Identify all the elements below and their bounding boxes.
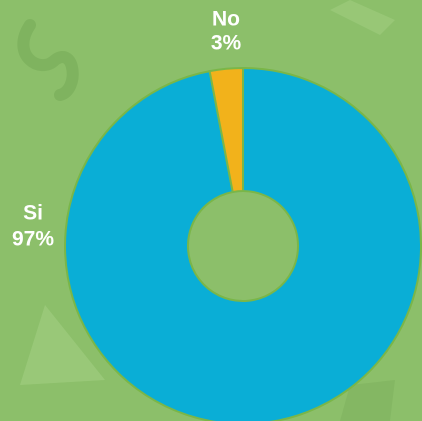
donut xyxy=(64,66,422,421)
decor-triangle xyxy=(20,305,105,385)
value-label: 97% xyxy=(12,228,54,251)
labels: Si 97% No3% xyxy=(12,8,242,251)
decor-shape xyxy=(340,380,395,421)
value-label: 3% xyxy=(211,32,242,55)
slice xyxy=(64,66,422,421)
category-label: No xyxy=(212,8,240,31)
category-label: Si xyxy=(23,202,43,225)
decor-shape xyxy=(330,0,395,35)
decor-squiggle xyxy=(17,19,79,101)
slice xyxy=(208,66,244,194)
